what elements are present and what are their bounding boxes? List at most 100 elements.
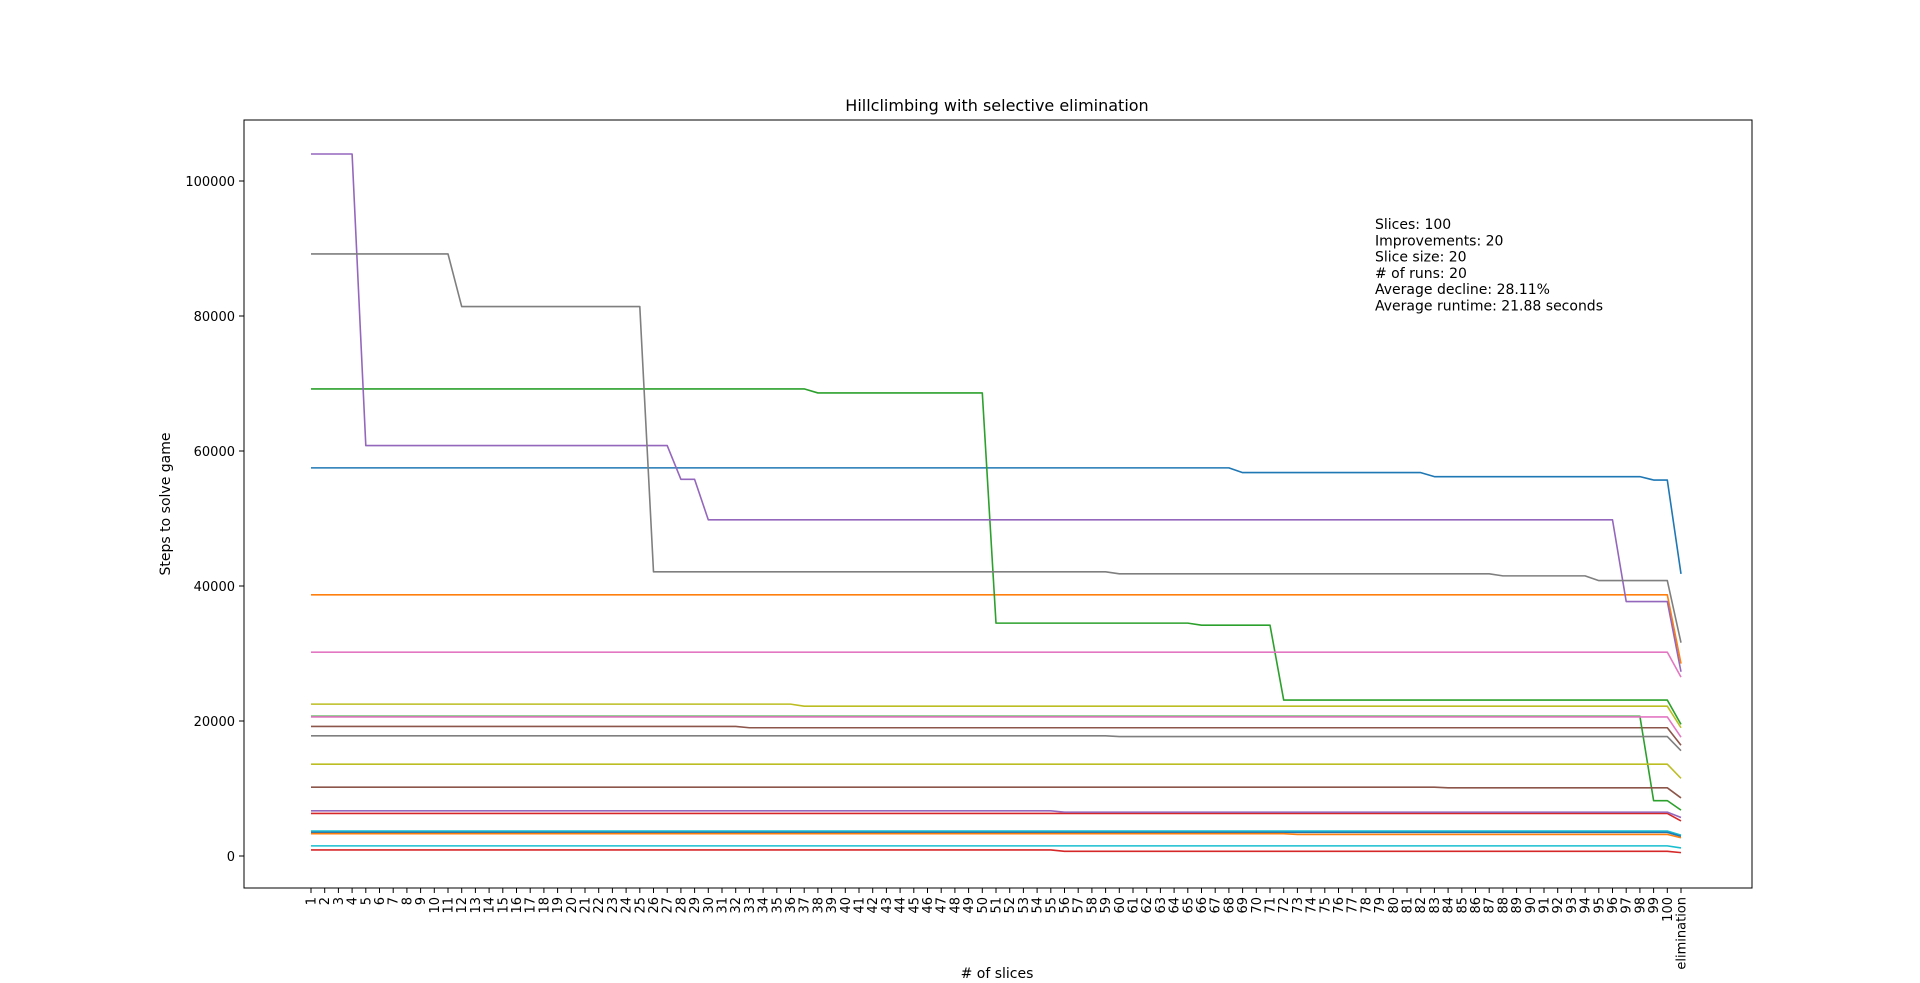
x-tick-label: 100 xyxy=(1661,897,1676,922)
series-line-11 xyxy=(311,831,1682,838)
x-tick-label: 68 xyxy=(1222,897,1237,914)
x-tick-label: 75 xyxy=(1318,897,1333,914)
x-tick-label: 61 xyxy=(1127,897,1142,914)
x-tick-label: 19 xyxy=(551,897,566,914)
x-tick-label: 16 xyxy=(510,897,525,914)
series-line-17 xyxy=(311,716,1682,738)
series-line-6 xyxy=(311,725,1682,746)
x-tick-label: 27 xyxy=(661,897,676,914)
x-tick-label: 52 xyxy=(1003,897,1018,914)
x-tick-label: 47 xyxy=(935,897,950,914)
x-tick-label: 94 xyxy=(1579,897,1594,914)
x-tick-label: 67 xyxy=(1209,897,1224,914)
series-line-13 xyxy=(311,715,1682,811)
x-tick-label: 36 xyxy=(784,897,799,914)
x-tick-label: 79 xyxy=(1373,897,1388,914)
x-tick-label: elimination xyxy=(1675,897,1690,970)
x-tick-label: 77 xyxy=(1346,897,1361,914)
x-tick-label: 96 xyxy=(1606,897,1621,914)
x-tick-label: 44 xyxy=(894,897,909,914)
x-tick-label: 39 xyxy=(825,897,840,914)
x-tick-label: 99 xyxy=(1647,897,1662,914)
annotation-line: Improvements: 20 xyxy=(1375,233,1503,249)
x-tick-label: 58 xyxy=(1085,897,1100,914)
x-tick-label: 93 xyxy=(1565,897,1580,914)
y-tick-label: 80000 xyxy=(194,310,235,325)
x-tick-label: 84 xyxy=(1442,897,1457,914)
annotation-line: Slices: 100 xyxy=(1375,217,1451,233)
x-tick-label: 72 xyxy=(1277,897,1292,914)
x-tick-label: 35 xyxy=(770,897,785,914)
x-tick-label: 21 xyxy=(579,897,594,914)
x-tick-label: 33 xyxy=(743,897,758,914)
x-tick-label: 98 xyxy=(1633,897,1648,914)
x-tick-label: 48 xyxy=(948,897,963,914)
y-tick-label: 100000 xyxy=(185,175,235,190)
chart-title: Hillclimbing with selective elimination xyxy=(845,96,1148,115)
x-tick-label: 13 xyxy=(469,897,484,914)
x-tick-label: 26 xyxy=(647,897,662,914)
x-tick-label: 45 xyxy=(907,897,922,914)
x-tick-label: 91 xyxy=(1538,897,1553,914)
y-axis: 0 20000 40000 60000 80000 100000 xyxy=(185,175,244,865)
y-tick-label: 40000 xyxy=(194,580,235,595)
y-tick-label: 0 xyxy=(227,850,235,865)
series-line-2 xyxy=(311,593,1682,664)
series-line-19 xyxy=(311,763,1682,779)
x-tick-label: 28 xyxy=(674,897,689,914)
series-line-5 xyxy=(311,153,1682,672)
x-tick-label: 92 xyxy=(1551,897,1566,914)
x-tick-label: 76 xyxy=(1332,897,1347,914)
x-tick-label: 20 xyxy=(565,897,580,914)
series-line-15 xyxy=(311,809,1682,819)
series-line-18 xyxy=(311,735,1682,752)
x-tick-label: 40 xyxy=(839,897,854,914)
x-tick-label: 97 xyxy=(1620,897,1635,914)
x-tick-label: 74 xyxy=(1305,897,1320,914)
series-line-8 xyxy=(311,253,1682,643)
x-tick-label: 69 xyxy=(1236,897,1251,914)
x-tick-label: 41 xyxy=(853,897,868,914)
x-tick-label: 62 xyxy=(1140,897,1155,914)
x-tick-label: 88 xyxy=(1496,897,1511,914)
x-tick-label: 78 xyxy=(1359,897,1374,914)
annotation-line: Average decline: 28.11% xyxy=(1375,282,1550,298)
x-tick-label: 59 xyxy=(1099,897,1114,914)
x-tick-label: 50 xyxy=(976,897,991,914)
x-tick-label: 70 xyxy=(1250,897,1265,914)
x-tick-label: 82 xyxy=(1414,897,1429,914)
x-tick-label: 37 xyxy=(798,897,813,914)
series-line-20 xyxy=(311,845,1682,849)
x-tick-label: 65 xyxy=(1181,897,1196,914)
x-tick-label: 14 xyxy=(483,897,498,914)
y-axis-title: Steps to solve game xyxy=(158,433,174,576)
x-tick-label: 31 xyxy=(716,897,731,914)
x-tick-label: 85 xyxy=(1455,897,1470,914)
x-tick-label: 95 xyxy=(1592,897,1607,914)
y-tick-label: 20000 xyxy=(194,715,235,730)
x-tick-label: 89 xyxy=(1510,897,1525,914)
x-tick-label: 10 xyxy=(428,897,443,914)
x-tick-label: 87 xyxy=(1483,897,1498,914)
x-tick-label: 34 xyxy=(757,897,772,914)
x-tick-label: 51 xyxy=(990,897,1005,914)
x-tick-label: 2 xyxy=(318,897,333,905)
series-line-14 xyxy=(311,849,1682,854)
x-tick-label: 66 xyxy=(1195,897,1210,914)
x-tick-label: 24 xyxy=(620,897,635,914)
x-axis: 1234567891011121314151617181920212223242… xyxy=(305,888,1690,970)
x-tick-label: 17 xyxy=(524,897,539,914)
x-tick-label: 71 xyxy=(1264,897,1279,914)
x-tick-label: 11 xyxy=(442,897,457,914)
series-line-16 xyxy=(311,786,1682,799)
x-tick-label: 55 xyxy=(1044,897,1059,914)
x-tick-label: 63 xyxy=(1154,897,1169,914)
x-tick-label: 22 xyxy=(592,897,607,914)
x-tick-label: 15 xyxy=(496,897,511,914)
x-tick-label: 42 xyxy=(866,897,881,914)
x-tick-label: 56 xyxy=(1058,897,1073,914)
y-tick-label: 60000 xyxy=(194,445,235,460)
x-tick-label: 49 xyxy=(962,897,977,914)
